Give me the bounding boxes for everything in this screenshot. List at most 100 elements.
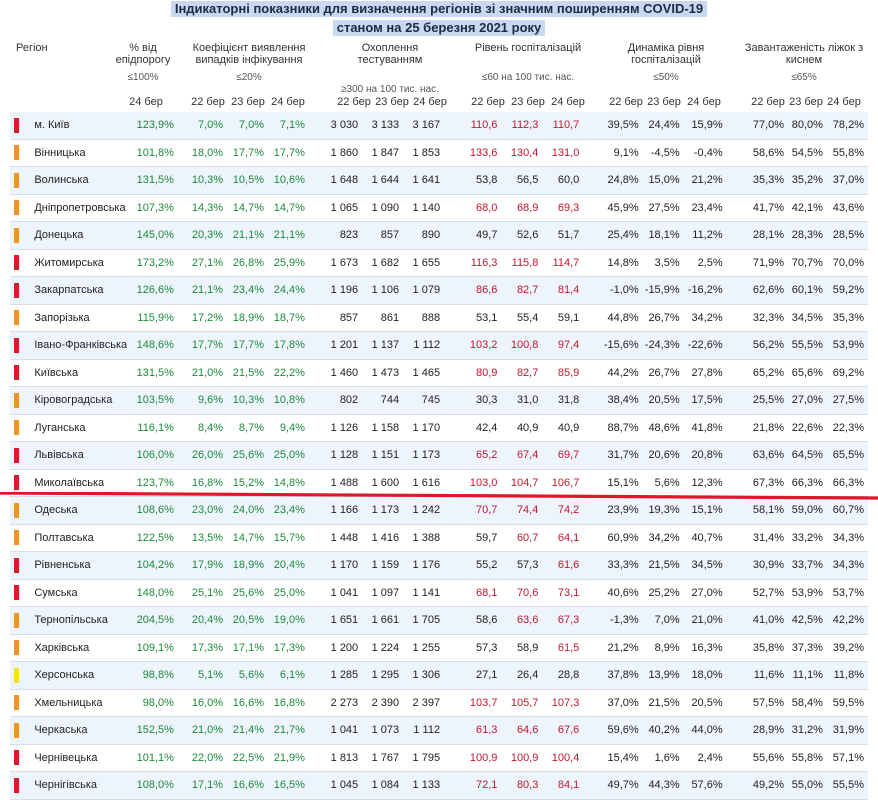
beds-cell: 78,2% (826, 112, 868, 140)
pct-threshold-cell: 103,5% (126, 386, 178, 415)
region-name: Волинська (24, 166, 127, 195)
hospitalization-cell: 67,4 (501, 441, 543, 470)
header-hosp-target: ≤60 на 100 тис. нас. (481, 72, 575, 83)
testing-cell: 802 (308, 386, 363, 415)
hospitalization-cell: 85,9 (542, 359, 584, 387)
testing-cell: 890 (403, 221, 445, 250)
header-testing-target: ≥300 на 100 тис. нас. (341, 84, 439, 95)
beds-cell: 22,6% (788, 414, 827, 442)
date-beds-22: 22 бер (751, 96, 785, 108)
level-marker (10, 771, 25, 800)
detection-cell: 24,0% (227, 496, 268, 525)
beds-cell: 21,8% (726, 414, 789, 442)
testing-cell: 3 030 (308, 112, 363, 140)
hospitalization-cell: 52,6 (501, 221, 543, 250)
beds-cell: 71,9% (726, 249, 789, 277)
beds-cell: 33,2% (788, 524, 827, 552)
region-name: Чернігівська (24, 771, 127, 800)
beds-cell: 25,5% (726, 386, 789, 415)
beds-cell: 41,0% (726, 606, 789, 635)
testing-cell: 1 140 (403, 194, 445, 222)
pct-threshold-cell: 204,5% (126, 606, 178, 635)
level-marker (10, 716, 25, 745)
beds-cell: 60,7% (826, 496, 868, 525)
testing-cell: 1 106 (362, 276, 404, 305)
hospitalization-cell: 30,3 (444, 386, 502, 415)
hospitalization-cell: 104,7 (501, 469, 543, 497)
testing-cell: 1 196 (308, 276, 363, 305)
detection-cell: 19,0% (267, 606, 309, 635)
testing-cell: 1 041 (308, 579, 363, 607)
hospitalization-cell: 70,7 (444, 496, 502, 525)
table-row: Дніпропетровська 107,3% 14,3% 14,7% 14,7% 1 0… (10, 194, 868, 222)
table-row: Кіровоградська 103,5% 9,6% 10,3% 10,8% 802 744… (10, 386, 868, 415)
dynamics-cell: 21,2% (583, 634, 643, 662)
report-title: Індикаторні показники для визначення рег… (0, 0, 878, 37)
date-hosp-24: 24 бер (551, 96, 585, 108)
indicators-table: м. Київ 123,9% 7,0% 7,0% 7,1% 3 030 3 133 3 167… (10, 112, 868, 800)
beds-cell: 59,5% (826, 689, 868, 717)
dynamics-cell: 21,2% (683, 166, 727, 195)
beds-cell: 53,9% (788, 579, 827, 607)
level-marker (10, 414, 25, 442)
dynamics-cell: 13,9% (642, 661, 684, 690)
region-name: Хмельницька (24, 689, 127, 717)
region-name: Луганська (24, 414, 127, 442)
testing-cell: 1 170 (403, 414, 445, 442)
beds-cell: 62,6% (726, 276, 789, 305)
beds-cell: 31,9% (826, 716, 868, 745)
detection-cell: 8,4% (177, 414, 228, 442)
dynamics-cell: 25,4% (583, 221, 643, 250)
testing-cell: 1 673 (308, 249, 363, 277)
level-marker (10, 331, 25, 360)
pct-threshold-cell: 131,5% (126, 359, 178, 387)
detection-cell: 21,1% (267, 221, 309, 250)
region-name: Закарпатська (24, 276, 127, 305)
testing-cell: 1 176 (403, 551, 445, 580)
level-marker (10, 166, 25, 195)
detection-cell: 16,0% (177, 689, 228, 717)
table-row: Львівська 106,0% 26,0% 25,6% 25,0% 1 128 1 151… (10, 441, 868, 470)
testing-cell: 1 200 (308, 634, 363, 662)
hospitalization-cell: 61,6 (542, 551, 584, 580)
beds-cell: 70,0% (826, 249, 868, 277)
beds-cell: 28,9% (726, 716, 789, 745)
level-marker (10, 579, 25, 607)
hospitalization-cell: 115,8 (501, 249, 543, 277)
hospitalization-cell: 26,4 (501, 661, 543, 690)
level-marker-swatch (14, 585, 19, 601)
detection-cell: 21,1% (227, 221, 268, 250)
dynamics-cell: -4,5% (642, 139, 684, 167)
hospitalization-cell: 80,3 (501, 771, 543, 800)
detection-cell: 26,0% (177, 441, 228, 470)
header-testing-label: Охоплення тестуванням (357, 42, 423, 66)
testing-cell: 2 273 (308, 689, 363, 717)
testing-cell: 861 (362, 304, 404, 332)
testing-cell: 1 073 (362, 716, 404, 745)
beds-cell: 27,5% (826, 386, 868, 415)
table-row: Донецька 145,0% 20,3% 21,1% 21,1% 823 857 890 49… (10, 221, 868, 250)
testing-cell: 1 159 (362, 551, 404, 580)
beds-cell: 22,3% (826, 414, 868, 442)
dynamics-cell: 3,5% (642, 249, 684, 277)
region-name: Тернопільська (24, 606, 127, 635)
beds-cell: 33,7% (788, 551, 827, 580)
hospitalization-cell: 84,1 (542, 771, 584, 800)
date-det-22: 22 бер (191, 96, 225, 108)
beds-cell: 35,3% (826, 304, 868, 332)
dynamics-cell: 20,5% (683, 689, 727, 717)
dynamics-cell: 88,7% (583, 414, 643, 442)
pct-threshold-cell: 109,1% (126, 634, 178, 662)
hospitalization-cell: 27,1 (444, 661, 502, 690)
detection-cell: 17,3% (177, 634, 228, 662)
dynamics-cell: 7,0% (642, 606, 684, 635)
testing-cell: 1 112 (403, 716, 445, 745)
beds-cell: 35,8% (726, 634, 789, 662)
testing-cell: 1 041 (308, 716, 363, 745)
beds-cell: 56,2% (726, 331, 789, 360)
detection-cell: 25,9% (267, 249, 309, 277)
pct-threshold-cell: 98,8% (126, 661, 178, 690)
region-name: м. Київ (24, 112, 127, 140)
testing-cell: 823 (308, 221, 363, 250)
beds-cell: 65,6% (788, 359, 827, 387)
